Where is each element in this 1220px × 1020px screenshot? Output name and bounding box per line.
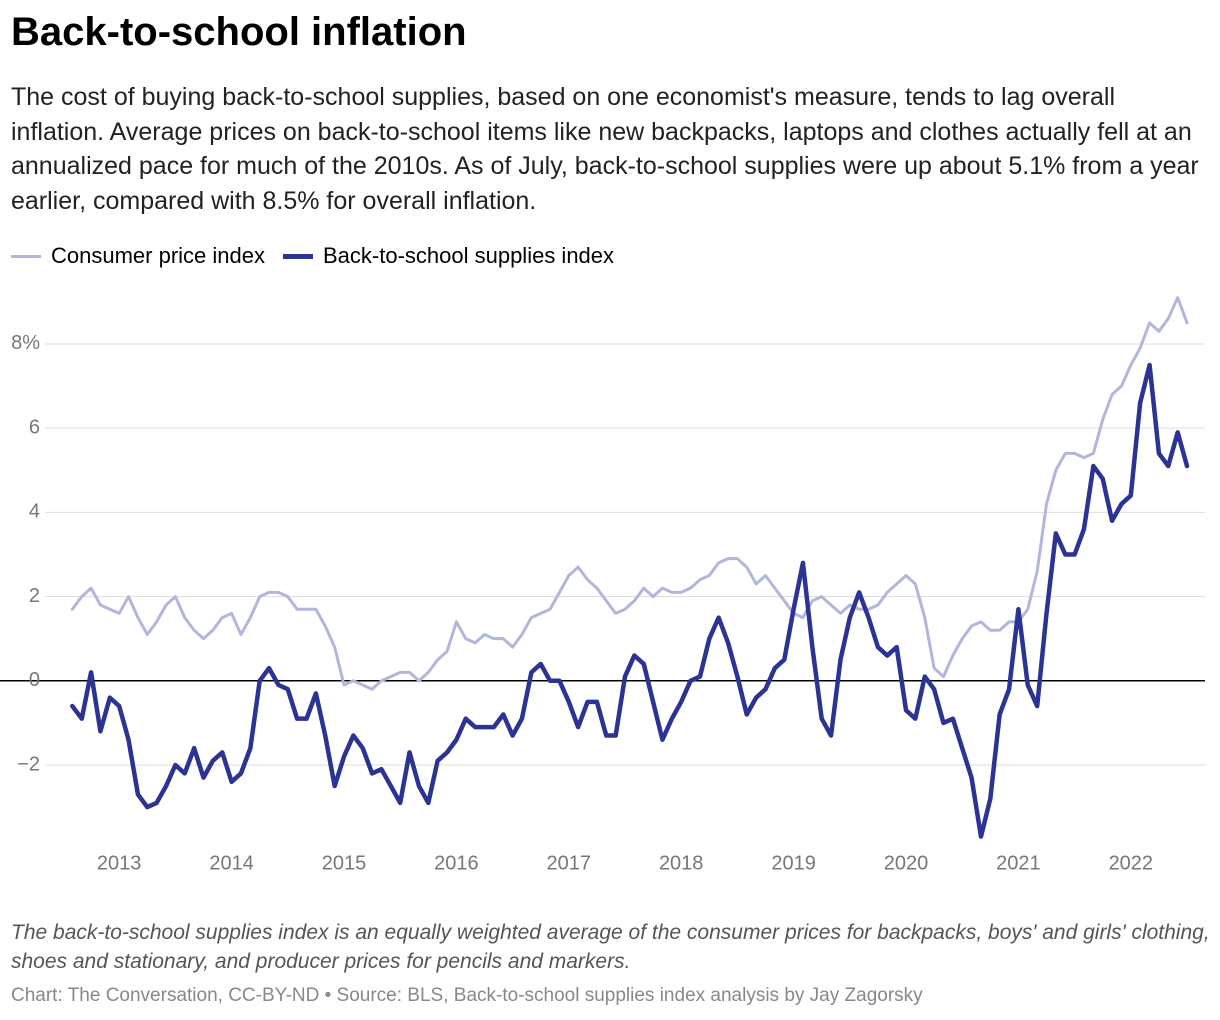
chart: −2 0 2 4 6 8% 2013 2014 2015 2016 2017 2018 2019 2020… [0, 296, 1205, 874]
chart-subtitle: The cost of buying back-to-school suppli… [11, 83, 1199, 215]
legend-swatch [11, 254, 41, 258]
x-tick-label: 2017 [547, 852, 592, 874]
x-tick-label: 2018 [659, 852, 704, 874]
x-tick-label: 2015 [322, 852, 367, 874]
x-tick-label: 2014 [209, 852, 254, 874]
chart-title: Back-to-school inflation [11, 10, 467, 54]
y-tick-label: 8% [11, 332, 40, 354]
legend-swatch [282, 253, 313, 259]
series-line [70, 296, 1189, 691]
x-tick-label: 2020 [884, 852, 929, 874]
x-tick-label: 2019 [771, 852, 816, 874]
legend-label: Back-to-school supplies index [322, 243, 615, 268]
legend-item: Consumer price index [11, 243, 265, 269]
y-tick-label: 0 [29, 669, 40, 691]
legend-item: Back-to-school supplies index [282, 243, 615, 269]
x-tick-label: 2016 [434, 852, 479, 874]
chart-source: Chart: The Conversation, CC-BY-ND • Sour… [11, 985, 923, 1006]
legend-label: Consumer price index [51, 243, 265, 268]
y-tick-label: 4 [29, 501, 40, 523]
series-line [70, 362, 1190, 839]
x-tick-label: 2013 [97, 852, 142, 874]
y-tick-label: −2 [17, 753, 40, 775]
y-tick-label: 2 [29, 585, 40, 607]
x-tick-label: 2022 [1109, 852, 1154, 874]
legend: Consumer price index Back-to-school suppl… [11, 243, 614, 269]
y-tick-label: 6 [29, 416, 40, 438]
chart-note: The back-to-school supplies index is an … [11, 921, 1210, 973]
x-tick-label: 2021 [996, 852, 1041, 874]
